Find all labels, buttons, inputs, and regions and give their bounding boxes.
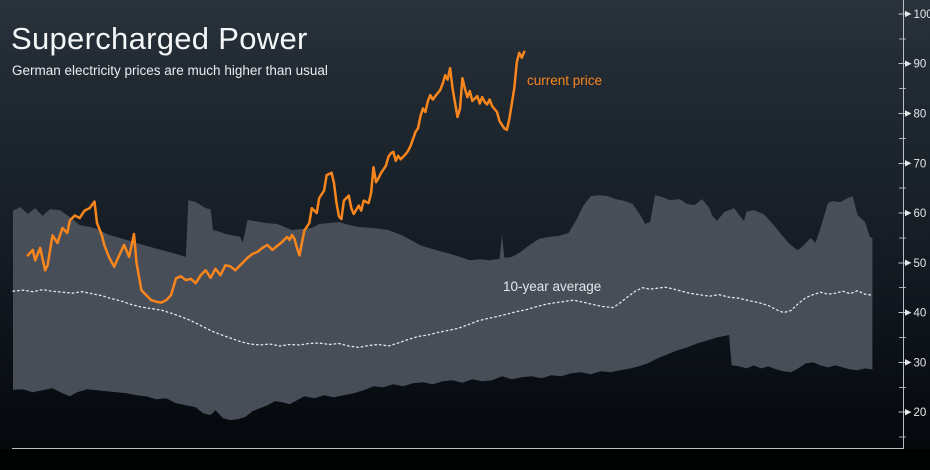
svg-text:40: 40 — [914, 308, 927, 320]
chart-subtitle: German electricity prices are much highe… — [12, 63, 328, 78]
current-price-line — [26, 50, 526, 304]
y-axis: 20 30 40 50 60 70 80 90 100 — [898, 0, 930, 449]
svg-text:90: 90 — [914, 59, 927, 71]
chart-title: Supercharged Power — [11, 21, 308, 56]
range-band — [13, 195, 873, 421]
svg-text:60: 60 — [914, 208, 927, 220]
svg-text:70: 70 — [914, 158, 927, 170]
svg-text:100: 100 — [914, 9, 930, 21]
axis-footer-strip — [0, 449, 930, 470]
current-price-label: current price — [527, 73, 603, 88]
svg-text:20: 20 — [914, 407, 927, 419]
average-line — [12, 286, 874, 349]
svg-text:50: 50 — [914, 258, 927, 270]
svg-text:30: 30 — [914, 357, 927, 369]
ten-year-average-label: 10-year average — [503, 279, 602, 294]
svg-text:80: 80 — [914, 108, 927, 120]
